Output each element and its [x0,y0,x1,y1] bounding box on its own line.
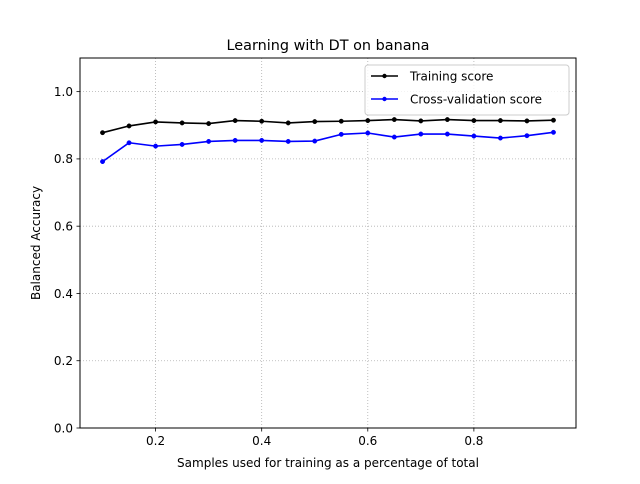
legend: Training score Cross-validation score [364,64,570,116]
x-tick-label: 0.2 [146,434,165,448]
data-point [524,118,530,124]
x-axis-label: Samples used for training as a percentag… [177,456,479,470]
data-point [232,118,238,124]
data-point [444,117,450,123]
data-point [365,118,371,124]
legend-items: Training score Cross-validation score [371,69,542,106]
data-point [471,118,477,124]
y-tick-label: 0.4 [54,287,73,301]
series-line [102,131,554,163]
data-point [259,137,265,143]
axes: 0.2 0.4 0.6 0.8 0.0 0.2 0.4 0.6 0.8 1.0 [54,85,484,448]
data-point [206,121,212,127]
data-point [232,137,238,143]
series-line [102,118,554,134]
series-0 [100,117,556,136]
y-tick-label: 0.2 [54,354,73,368]
data-point [338,118,344,124]
chart-title: Learning with DT on banana [227,38,430,54]
data-point [391,134,397,140]
data-point [551,117,556,123]
legend-item: Cross-validation score [371,92,542,106]
legend-box [364,64,570,116]
data-point [126,140,132,146]
legend-marker [382,96,387,102]
legend-item: Training score [371,69,493,83]
data-point [179,120,185,126]
y-tick-label: 1.0 [54,85,73,99]
data-point [153,119,159,125]
data-point [312,138,318,144]
data-point [259,118,265,124]
series-1 [100,129,556,165]
legend-label: Cross-validation score [410,92,542,106]
data-point [391,117,397,123]
data-point [497,135,503,141]
plot-frame [79,57,577,429]
data-point [365,130,371,136]
data-point [418,131,424,137]
data-point [285,138,291,144]
data-point [312,119,318,125]
y-tick-label: 0.8 [54,152,73,166]
x-tick-label: 0.6 [358,434,377,448]
x-tick-label: 0.8 [464,434,483,448]
data-point [444,131,450,137]
data-point [471,133,477,139]
legend-label: Training score [409,69,493,83]
data-point [285,120,291,126]
y-tick-label: 0.0 [54,421,73,435]
data-point [100,130,105,136]
data-point [153,143,159,149]
x-tick-label: 0.4 [252,434,271,448]
data-point [497,118,503,124]
data-point [338,131,344,137]
data-point [551,129,556,135]
y-tick-label: 0.6 [54,219,73,233]
legend-marker [382,73,387,79]
data-point [126,123,132,129]
data-point [100,159,105,165]
series-lines [100,117,556,165]
data-point [418,118,424,124]
y-axis-label: Balanced Accuracy [29,186,43,300]
data-point [206,138,212,144]
data-point [524,133,530,139]
data-point [179,141,185,147]
